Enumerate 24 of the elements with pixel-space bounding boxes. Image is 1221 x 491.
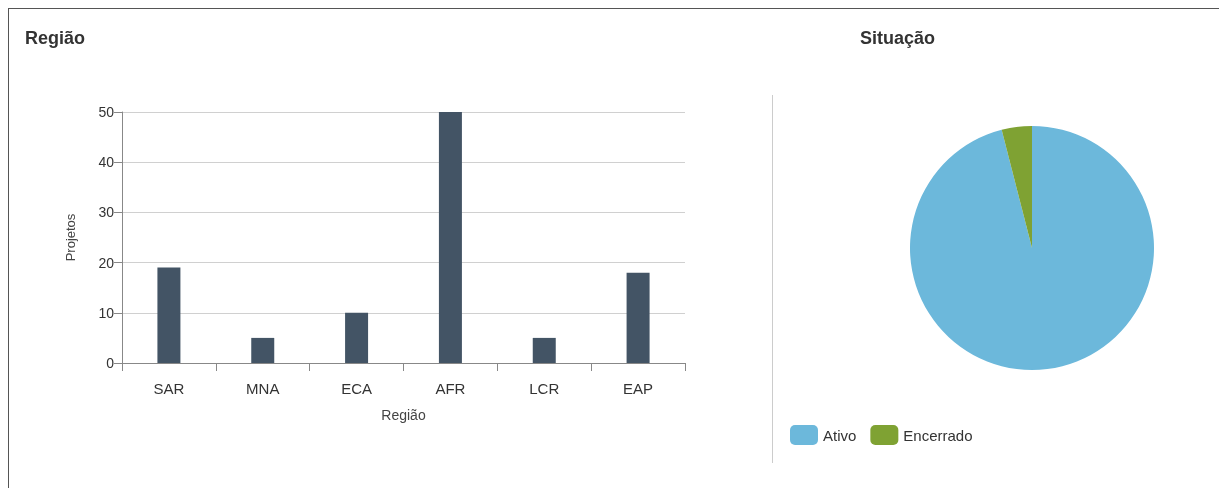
- y-tick-label: 20: [98, 254, 115, 271]
- y-tick-label: 50: [98, 104, 115, 120]
- bar: [345, 312, 369, 363]
- x-tick-label: MNA: [246, 380, 280, 397]
- x-tick-label: EAP: [623, 380, 654, 397]
- x-tick-label: SAR: [153, 380, 185, 397]
- chart-title: Situação: [860, 28, 936, 48]
- legend-label: Encerrado: [903, 426, 973, 444]
- bar: [251, 337, 275, 363]
- bar: [532, 337, 556, 363]
- x-tick-label: AFR: [435, 380, 466, 397]
- legend-label: Ativo: [823, 426, 857, 444]
- x-axis-title: Região: [381, 407, 426, 423]
- y-tick-label: 10: [98, 304, 115, 321]
- bar: [626, 272, 650, 363]
- y-tick-label: 0: [106, 355, 115, 371]
- bar: [438, 112, 462, 363]
- y-tick-label: 30: [98, 204, 115, 221]
- y-tick-label: 40: [98, 154, 115, 171]
- chart-title: Região: [25, 28, 86, 48]
- bar: [157, 267, 181, 363]
- x-tick-label: LCR: [529, 380, 560, 397]
- y-axis-title: Projetos: [63, 213, 78, 262]
- x-tick-label: ECA: [341, 380, 373, 397]
